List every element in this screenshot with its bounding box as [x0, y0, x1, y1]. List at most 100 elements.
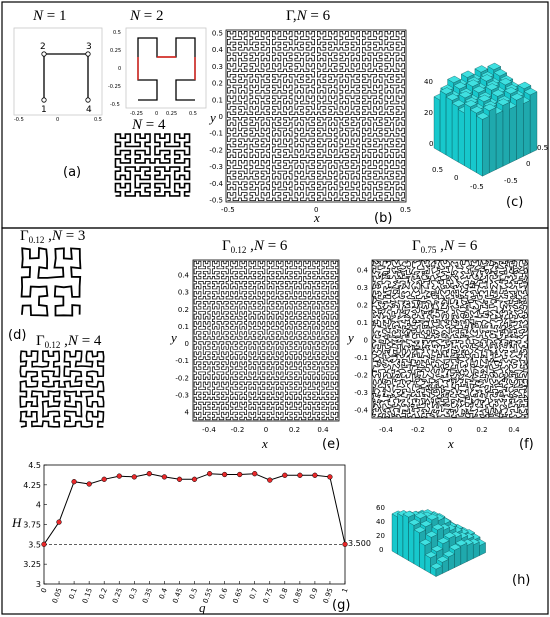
data-point [86, 481, 92, 487]
bar-face [477, 94, 492, 102]
x-tick-label: 0.6 [218, 586, 230, 600]
bar-face [436, 556, 449, 563]
svg-text:0.5: 0.5 [189, 111, 197, 117]
bar-face [430, 562, 443, 570]
panel-f: Γ0.75 ,N = 6 0.4 0.3 0.2 0.1 0 -0.1 -0.2 -0.3 -0… [346, 238, 534, 452]
x-tick-label: 0.35 [141, 587, 154, 604]
data-point [252, 471, 258, 477]
b-ylabel: y [208, 110, 216, 125]
b-axes [225, 29, 407, 203]
bar-face [402, 510, 416, 518]
bar-face [495, 110, 504, 170]
f-curve [372, 260, 528, 418]
data-point [221, 471, 228, 478]
e-ylabel: y [169, 330, 177, 345]
b-xlabel: x [313, 210, 320, 225]
e-curve [193, 260, 339, 421]
svg-text:Γ0.12 ,N = 4: Γ0.12 ,N = 4 [36, 333, 102, 350]
panel-b-label: (b) [374, 211, 392, 226]
x-tick-label: -0.2 [231, 426, 245, 434]
b-curve [227, 30, 405, 202]
hilbert-path [20, 247, 82, 317]
x-tick-label: 0.15 [81, 587, 94, 604]
y-tick-label: 0.3 [212, 63, 223, 71]
f-yticks: 0.4 0.3 0.2 0.1 0 -0.1 -0.2 -0.3 -0.4 [354, 267, 368, 415]
n1-label-1: 1 [41, 105, 47, 115]
y-tick-label: 0.1 [178, 323, 189, 331]
bar-face [460, 542, 468, 565]
bar-face [445, 93, 460, 101]
bar-face [510, 93, 524, 101]
hilbert-path [114, 133, 191, 197]
x-tick-label: 0.1 [67, 587, 78, 600]
n2-axes [125, 27, 207, 109]
bar-face [447, 75, 461, 83]
y-tick-label: -0.3 [175, 391, 189, 399]
n1-label-3: 3 [86, 42, 92, 52]
svg-text:0: 0 [118, 66, 121, 72]
bar-face [502, 101, 510, 167]
panel-c: 40 20 0 0.5 0 -0.5 -0.5 0 0.5 (c) [424, 62, 548, 210]
x-tick-label: 0.2 [289, 426, 300, 434]
data-point [131, 474, 137, 480]
n2-curve [137, 37, 196, 101]
svg-text:20: 20 [424, 109, 433, 117]
data-point [267, 477, 273, 483]
svg-text:Γ0.12 ,N = 6: Γ0.12 ,N = 6 [222, 238, 288, 255]
y-tick-label: 0 [185, 340, 189, 348]
svg-text:60: 60 [376, 504, 385, 512]
x-tick-label: 0.4 [317, 426, 329, 434]
y-tick-label: 0.3 [357, 284, 368, 292]
data-point [41, 541, 47, 547]
h-bars [391, 509, 486, 577]
g-yticks: 4.5 4.25 4 3.75 3.5 3.25 3 [23, 461, 41, 589]
panel-d: Γ0.12 ,N = 3 (d) Γ0.12 ,N = 4 [8, 228, 105, 428]
bar-face [523, 100, 531, 157]
y-tick-label: 0.2 [212, 80, 223, 88]
bar-face [419, 539, 432, 546]
bar-face [445, 96, 453, 159]
bar-face [443, 532, 456, 539]
data-point [191, 476, 198, 482]
bar-face [454, 546, 461, 568]
bar-face [516, 96, 524, 160]
bar-face [493, 69, 508, 77]
svg-text:0.5: 0.5 [537, 144, 548, 152]
g-xlabel: q [199, 600, 206, 615]
bar-face [419, 520, 433, 527]
svg-text:40: 40 [424, 78, 433, 86]
svg-text:-0.5: -0.5 [504, 177, 518, 185]
panel-h: 60 40 20 0 (h) [376, 504, 530, 588]
bar-face [413, 526, 427, 534]
g-ylabel: H [11, 515, 22, 530]
y-tick-label: -0.2 [175, 374, 189, 382]
c-bars [433, 62, 538, 177]
svg-text:0.5: 0.5 [113, 30, 121, 36]
panel-g: 4.5 4.25 4 3.75 3.5 3.25 3 0 0.05 0.1 0.15 0.2 0.25… [11, 461, 371, 615]
bar-face [489, 107, 497, 174]
data-point [282, 472, 288, 478]
g-axes [43, 464, 346, 585]
n1-label-2: 2 [40, 42, 46, 52]
data-point [56, 519, 62, 525]
x-tick-label: 0.65 [232, 587, 245, 604]
f-ylabel: y [346, 330, 354, 345]
hilbert-path [372, 260, 528, 418]
bar-face [391, 513, 398, 555]
d1-curve [20, 247, 82, 317]
x-tick-label: 0.3 [128, 587, 139, 600]
b-xtick-2: 0.5 [400, 206, 411, 214]
bar-face [472, 85, 486, 93]
svg-text:-0.25: -0.25 [108, 84, 121, 90]
bar-face [509, 105, 517, 164]
b-xtick-0: -0.5 [221, 206, 235, 214]
bar-face [397, 512, 404, 558]
x-tick-label: -0.2 [411, 426, 425, 434]
svg-text:Γ0.12 ,N = 3: Γ0.12 ,N = 3 [20, 228, 85, 245]
x-tick-label: -0.4 [379, 426, 393, 434]
svg-text:0.25: 0.25 [166, 111, 177, 117]
bar-face [517, 81, 532, 89]
data-point [297, 472, 303, 478]
svg-text:N = 4: N = 4 [131, 117, 166, 133]
hilbert-path [19, 350, 105, 428]
